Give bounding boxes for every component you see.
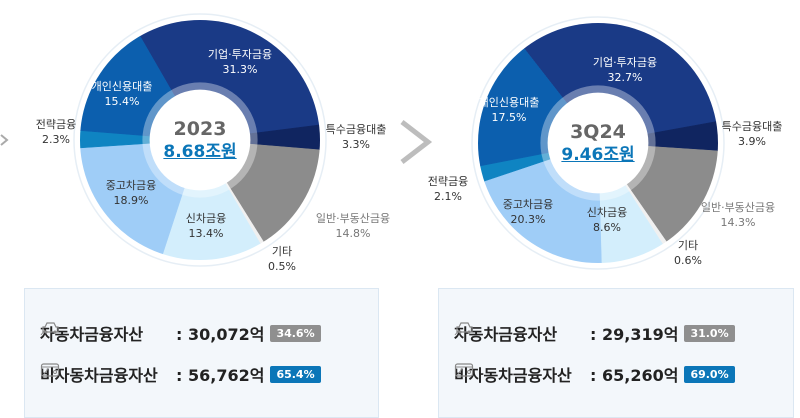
label-general-3q24: 일반·부동산금융 14.3% — [700, 201, 776, 229]
label-strategic-3q24: 전략금융 2.1% — [427, 175, 469, 203]
summary-box-3q24 — [438, 288, 794, 418]
total-link[interactable]: 8.68조원 — [163, 142, 237, 162]
slice-4 — [140, 139, 297, 260]
label-personal-2023: 개인신용대출 15.4% — [91, 80, 153, 108]
label-strategic-2023: 전략금융 2.3% — [35, 118, 77, 146]
card-percent-icon — [454, 363, 474, 377]
year-label: 3Q24 — [570, 121, 626, 143]
label-newcar-3q24: 신차금융 8.6% — [586, 206, 628, 234]
label-special-3q24: 특수금융대출 3.9% — [721, 120, 783, 148]
car-finance-icon — [40, 322, 59, 336]
auto-pct-badge: 34.6% — [270, 324, 321, 342]
card-percent-icon — [40, 363, 60, 377]
auto-asset-row-2023: 자동차금융자산 : 30,072억 34.6% — [40, 321, 321, 345]
year-label: 2023 — [173, 118, 227, 140]
auto-asset-row-3q24: 자동차금융자산 : 29,319억 31.0% — [454, 321, 735, 345]
nonauto-asset-row-2023: 비자동차금융자산 : 56,762억 65.4% — [40, 362, 321, 386]
slice-6 — [80, 124, 201, 153]
center-3q24: 3Q24 9.46조원 — [561, 120, 634, 166]
label-special-2023: 특수금융대출 3.3% — [325, 123, 387, 151]
label-usedcar-2023: 중고차금융 18.9% — [105, 179, 157, 207]
label-newcar-2023: 신차금융 13.4% — [185, 212, 227, 240]
label-other-2023: 기타 0.5% — [268, 245, 296, 273]
label-corp-2023: 기업·투자금융 31.3% — [207, 48, 273, 76]
total-link[interactable]: 9.46조원 — [561, 145, 635, 165]
donut-chart-2023 — [73, 13, 327, 267]
auto-pct-badge: 31.0% — [684, 324, 735, 342]
center-2023: 2023 8.68조원 — [163, 117, 236, 163]
label-other-3q24: 기타 0.6% — [674, 239, 702, 267]
charts-canvas — [73, 13, 725, 270]
slice-1 — [199, 115, 320, 156]
nonauto-pct-badge: 69.0% — [684, 365, 735, 383]
car-finance-icon — [454, 322, 473, 336]
summary-box-2023 — [24, 288, 379, 418]
label-personal-3q24: 개인신용대출 17.5% — [478, 96, 540, 124]
nonauto-asset-row-3q24: 비자동차금융자산 : 65,260억 69.0% — [454, 362, 735, 386]
label-general-2023: 일반·부동산금융 14.8% — [315, 212, 391, 240]
slice-4 — [597, 142, 702, 263]
chevron-right-icon — [400, 120, 433, 164]
donut-chart-3q24 — [471, 16, 725, 270]
label-usedcar-3q24: 중고차금융 20.3% — [502, 198, 554, 226]
chevron-right-icon — [0, 134, 9, 146]
label-corp-3q24: 기업·투자금융 32.7% — [592, 56, 658, 84]
nonauto-pct-badge: 65.4% — [270, 365, 321, 383]
